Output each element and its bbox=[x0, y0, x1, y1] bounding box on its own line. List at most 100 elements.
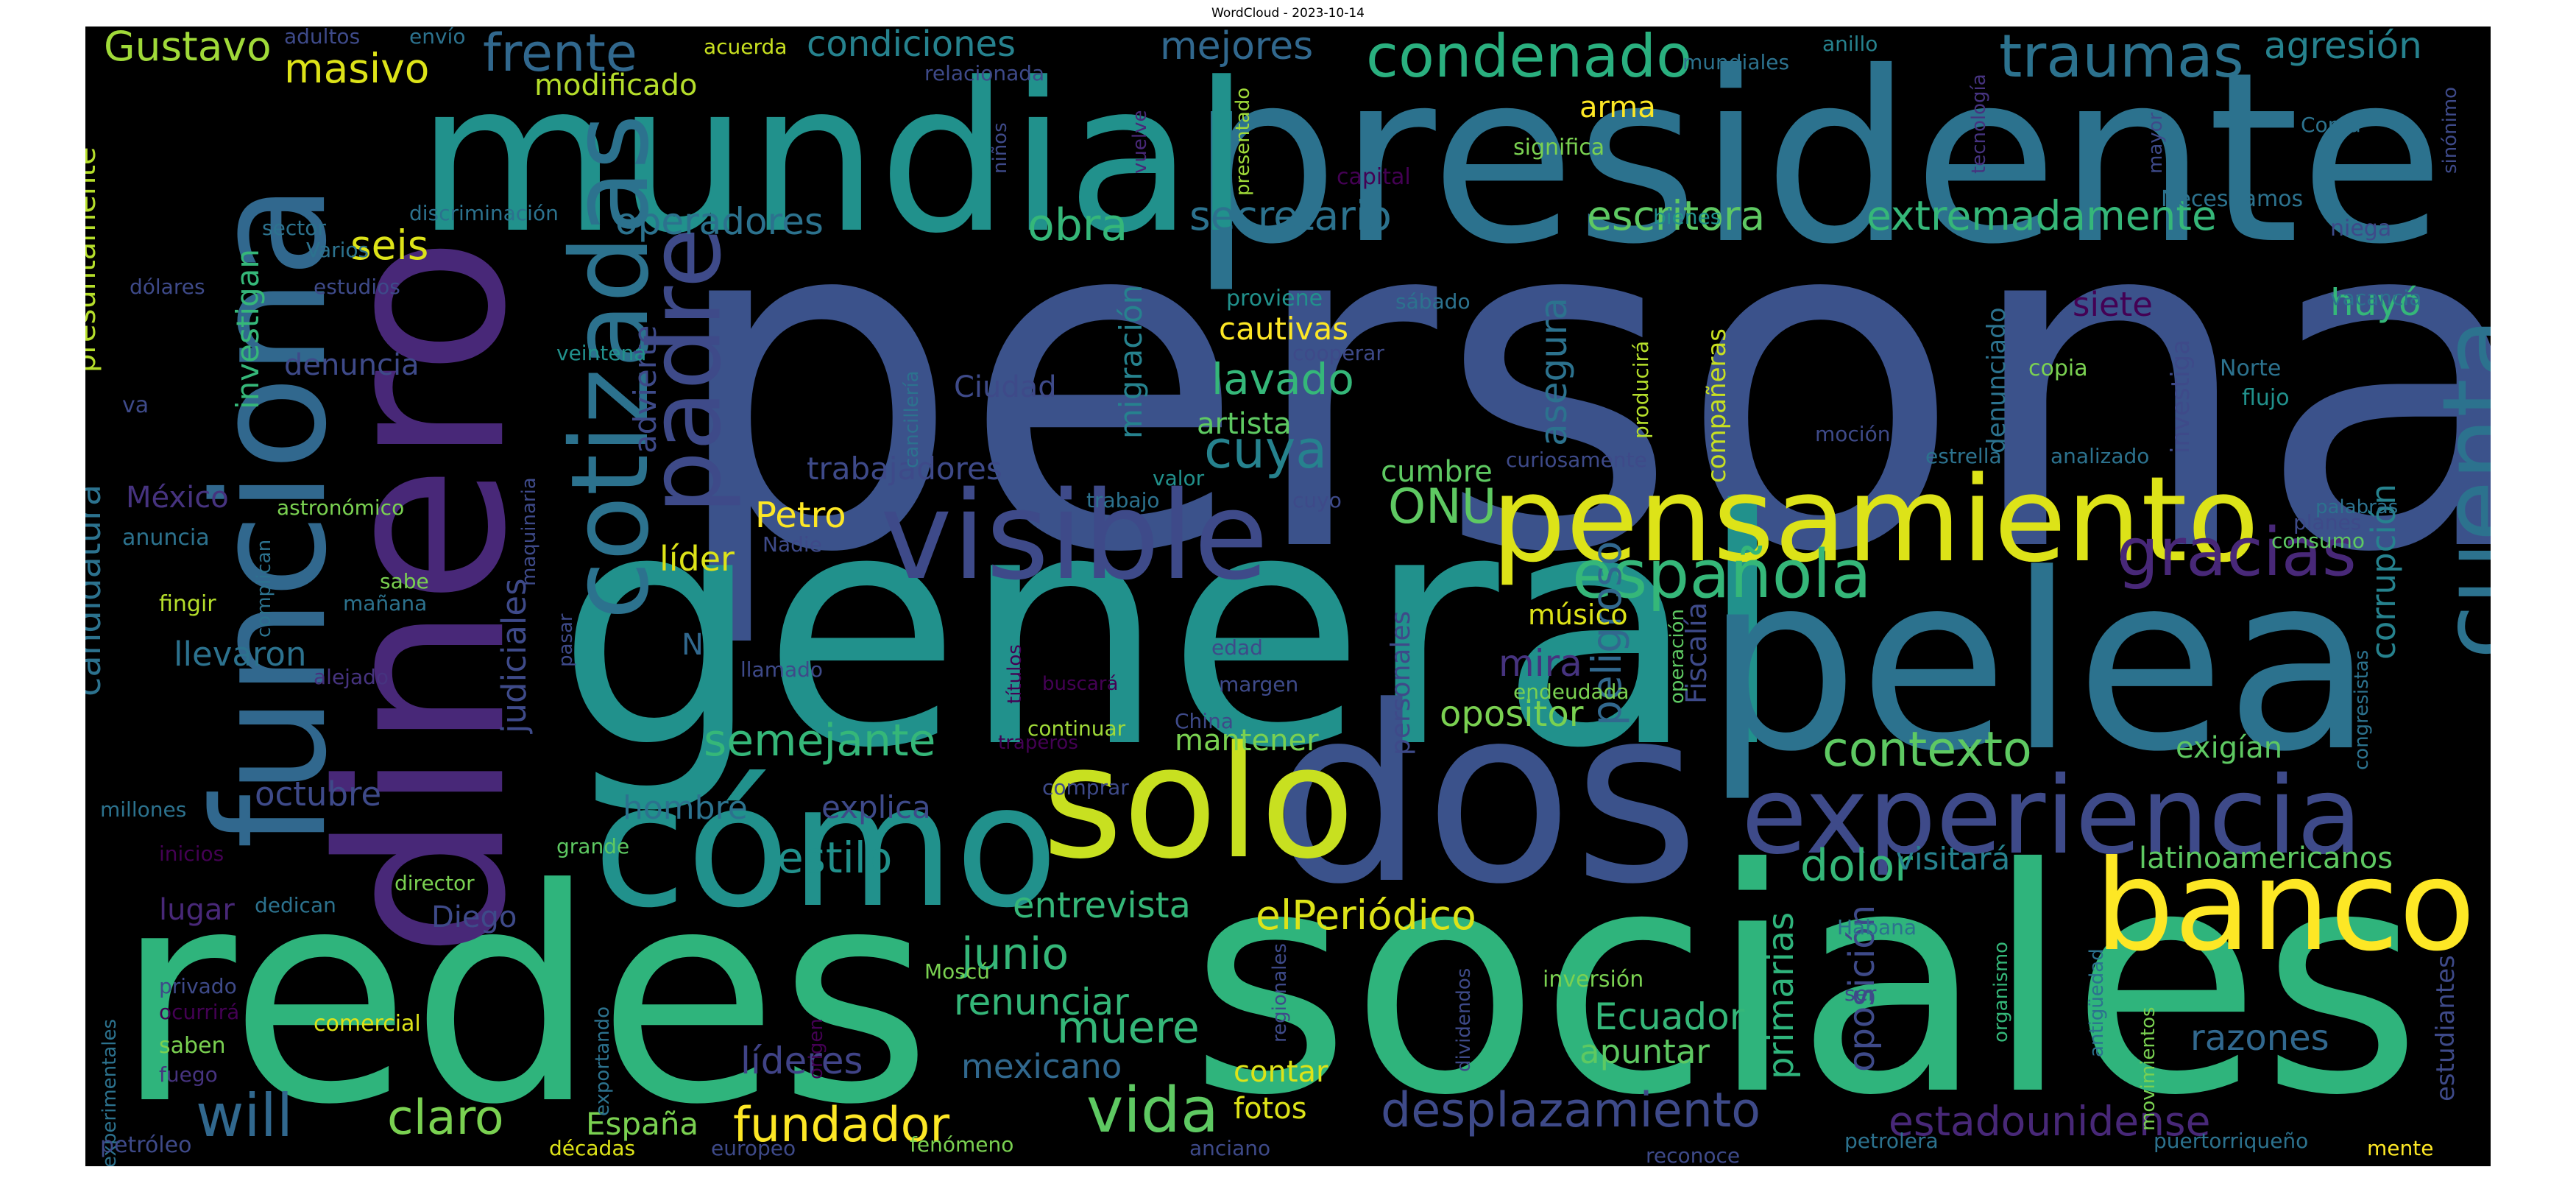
word: inicios bbox=[159, 842, 224, 866]
word: renunciar bbox=[954, 981, 1129, 1023]
word: movimientos bbox=[2137, 1006, 2159, 1131]
word: razones bbox=[2190, 1017, 2329, 1059]
word: estadounidense bbox=[1889, 1098, 2211, 1145]
word: personales bbox=[1386, 610, 1416, 755]
word: edad bbox=[1211, 635, 1263, 660]
word: grande bbox=[556, 834, 630, 858]
word: pelea bbox=[1705, 522, 2374, 805]
word: trabajadores bbox=[807, 451, 1002, 487]
word: cautivas bbox=[1219, 311, 1349, 347]
word: fotos bbox=[1234, 1092, 1307, 1126]
word: saben bbox=[159, 1033, 226, 1059]
word: N bbox=[682, 628, 704, 662]
word: general bbox=[556, 442, 1788, 819]
word: Necesitamos bbox=[2161, 186, 2304, 212]
word: bienes bbox=[1653, 205, 1722, 229]
word: claro bbox=[387, 1090, 504, 1146]
word: semejante bbox=[704, 715, 936, 766]
word: fenómeno bbox=[910, 1132, 1014, 1157]
word: contexto bbox=[1822, 722, 2032, 777]
word: endeudada bbox=[1513, 680, 1630, 704]
word: títulos bbox=[1004, 644, 1026, 704]
word: muere bbox=[1057, 1002, 1200, 1054]
word: producirá bbox=[1629, 340, 1653, 439]
word: llevaron bbox=[174, 635, 307, 674]
word: condenado bbox=[1366, 27, 1693, 91]
word: gracias bbox=[2117, 514, 2357, 591]
word: cuyo bbox=[1292, 488, 1342, 512]
word: mundiales bbox=[1682, 50, 1790, 74]
word: cumbre bbox=[1381, 455, 1493, 489]
word: estrella bbox=[1925, 444, 2002, 468]
word: secretario bbox=[1189, 192, 1392, 239]
word: estudios bbox=[314, 275, 400, 299]
word: cuya bbox=[1204, 420, 1328, 480]
word: solo bbox=[1042, 713, 1355, 893]
word: millones bbox=[100, 797, 187, 822]
word: Diego bbox=[431, 900, 517, 934]
word: huyó bbox=[2330, 281, 2421, 324]
word: mexicano bbox=[961, 1047, 1122, 1086]
word: complican bbox=[253, 539, 275, 638]
word: estudiantes bbox=[2431, 955, 2460, 1101]
word: envío bbox=[409, 27, 466, 49]
word: director bbox=[394, 871, 475, 895]
word: pensamiento bbox=[1491, 451, 2260, 588]
word: astronómico bbox=[277, 495, 405, 520]
word: hombre bbox=[623, 789, 748, 827]
word: cuenta bbox=[2421, 317, 2491, 660]
word: obra bbox=[1027, 200, 1128, 251]
word: analizado bbox=[2050, 444, 2150, 468]
word: masivo bbox=[284, 45, 430, 92]
word: vida bbox=[1086, 1074, 1219, 1147]
word: puertorriqueño bbox=[2154, 1129, 2309, 1153]
word: migración bbox=[1113, 284, 1149, 439]
word: palabras bbox=[2315, 496, 2399, 518]
word: presuntamente bbox=[85, 147, 102, 373]
word: discriminación bbox=[409, 201, 559, 225]
word: moción bbox=[1815, 422, 1891, 446]
word: sector bbox=[262, 216, 326, 240]
word: niños bbox=[989, 122, 1011, 174]
word: Corea bbox=[2301, 113, 2361, 137]
word: mayor bbox=[2145, 112, 2167, 174]
word: traperos bbox=[998, 732, 1078, 754]
word: investiga bbox=[2166, 339, 2195, 454]
word: inversión bbox=[1543, 967, 1644, 992]
word: líderes bbox=[740, 1040, 863, 1082]
word: anuncia bbox=[122, 525, 210, 551]
word: congresistas bbox=[2351, 649, 2373, 770]
word: desplazamiento bbox=[1381, 1083, 1761, 1138]
word: mantener bbox=[1175, 724, 1319, 758]
word: modificado bbox=[534, 68, 698, 102]
word: visitará bbox=[1896, 841, 2011, 877]
word: artista bbox=[1197, 407, 1292, 441]
word: siete bbox=[2073, 285, 2153, 324]
word: dólares bbox=[130, 275, 205, 299]
word: trabajo bbox=[1086, 488, 1160, 512]
word: frente bbox=[483, 27, 637, 83]
word: sociales bbox=[1189, 803, 2422, 1163]
word: mira bbox=[1498, 642, 1582, 685]
word: comercial bbox=[314, 1011, 421, 1037]
word: operación bbox=[1666, 609, 1688, 704]
word: China bbox=[1175, 709, 1234, 733]
word: regionales bbox=[1269, 943, 1291, 1043]
word: exigían bbox=[2176, 731, 2283, 765]
word: margen bbox=[1219, 672, 1299, 696]
word: mundial bbox=[417, 39, 1250, 279]
word: denuncia bbox=[284, 348, 420, 382]
word: alejado bbox=[314, 665, 389, 689]
word: sábado bbox=[1395, 289, 1471, 314]
word: candidatura bbox=[85, 484, 109, 696]
word: presidente bbox=[1189, 27, 2445, 296]
word: sabe bbox=[380, 569, 429, 593]
word: origen bbox=[805, 1018, 827, 1079]
word: va bbox=[122, 392, 149, 418]
word: apuntar bbox=[1579, 1032, 1710, 1071]
word: primarias bbox=[1761, 911, 1802, 1079]
word: Petro bbox=[755, 495, 846, 536]
word: copia bbox=[2028, 356, 2088, 381]
word: elPeriódico bbox=[1256, 892, 1476, 939]
word: vacancia bbox=[2330, 286, 2422, 310]
